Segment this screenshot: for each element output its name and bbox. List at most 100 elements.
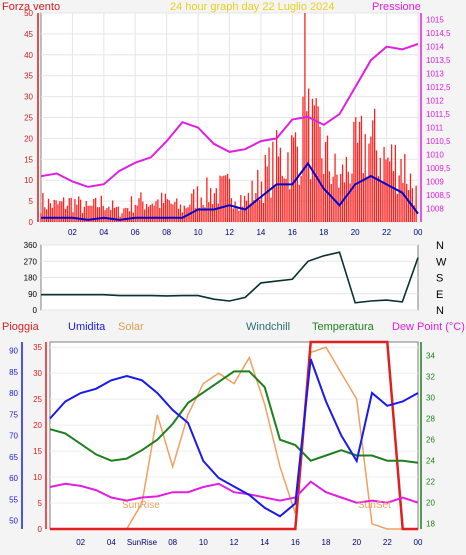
sunrise-marker-label: SunRise	[122, 500, 160, 511]
graph-title: 24 hour graph day 22 Luglio 2024	[170, 1, 335, 13]
legend-humidity: Umidita	[68, 321, 106, 333]
top-hour-label: 12	[225, 228, 234, 237]
humidity-tick-label: 85	[9, 368, 18, 377]
pressure-title: Pressione	[372, 1, 421, 13]
pressure-line	[40, 43, 419, 188]
rain-tick-label: 35	[33, 343, 42, 352]
pressure-tick-label: 1011	[426, 124, 444, 133]
legend-dewpoint: Dew Point (°C)	[392, 321, 465, 333]
weather-axes: 0 5 10 15 20 25 30 35 50 55 60 65 70 75 80 85 90 18 20 22 24…	[9, 342, 435, 534]
pressure-tick-label: 1009	[426, 178, 444, 187]
legend-rain: Pioggia	[2, 321, 40, 333]
top-hour-label: 10	[194, 228, 203, 237]
wind-tick-label: 20	[24, 134, 33, 143]
pressure-tick-label: 1009,5	[426, 164, 451, 173]
pressure-tick-label: 1008,5	[426, 191, 451, 200]
weather-hour-label: 16	[291, 538, 300, 547]
top-hour-label: 06	[131, 228, 140, 237]
top-hour-label: 20	[351, 228, 360, 237]
weather-hour-label: 12	[230, 538, 239, 547]
pressure-axis: 1008 1008,5 1009 1009,5 1010 1010,5 1011 1011,5…	[420, 13, 451, 222]
weather-hour-label: 00	[414, 538, 423, 547]
temperature-tick-label: 30	[426, 394, 435, 403]
rain-tick-label: 15	[33, 447, 42, 456]
dewpoint-line	[49, 480, 419, 504]
legend-solar: Solar	[118, 321, 144, 333]
wind-tick-label: 15	[24, 155, 33, 164]
sunset-marker-label: SunSet	[358, 500, 391, 511]
top-x-axis: 02 04 06 08 10 12 14 16 18 20 22 00	[68, 228, 423, 237]
direction-axis: 0 90 180 270 360	[24, 241, 38, 315]
temperature-tick-label: 22	[426, 478, 435, 487]
wind-tick-label: 35	[24, 72, 33, 81]
weather-hour-label: 18	[322, 538, 331, 547]
pressure-tick-label: 1008	[426, 205, 444, 214]
pressure-tick-label: 1013	[426, 70, 444, 79]
top-hour-label: 18	[319, 228, 328, 237]
humidity-tick-label: 70	[9, 432, 18, 441]
wind-tick-label: 25	[24, 114, 33, 123]
wind-tick-label: 30	[24, 93, 33, 102]
wind-tick-label: 10	[24, 176, 33, 185]
top-hour-label: 14	[256, 228, 265, 237]
weather-hour-label: 10	[199, 538, 208, 547]
direction-tick-label: 0	[33, 306, 38, 315]
pressure-tick-label: 1015	[426, 16, 444, 25]
temperature-tick-label: 26	[426, 436, 435, 445]
top-hour-label: 08	[162, 228, 171, 237]
temperature-tick-label: 34	[426, 352, 435, 361]
humidity-tick-label: 90	[9, 347, 18, 356]
wind-speed-axis: 0 5 10 15 20 25 30 35 40 45 50	[24, 9, 39, 227]
rain-tick-label: 0	[38, 525, 43, 534]
weather-hour-label: 20	[352, 538, 361, 547]
temperature-tick-label: 24	[426, 457, 435, 466]
rain-tick-label: 10	[33, 473, 42, 482]
weather-hour-label: 04	[107, 538, 116, 547]
rain-line	[50, 340, 418, 531]
wind-tick-label: 45	[24, 30, 33, 39]
top-hour-label: 16	[288, 228, 297, 237]
wind-tick-label: 50	[24, 9, 33, 18]
wind-tick-label: 40	[24, 51, 33, 60]
weather-hour-label: 14	[260, 538, 269, 547]
humidity-tick-label: 80	[9, 389, 18, 398]
wind-tick-label: 0	[29, 218, 34, 227]
rain-tick-label: 25	[33, 395, 42, 404]
pressure-tick-label: 1014	[426, 43, 444, 52]
humidity-tick-label: 50	[9, 517, 18, 526]
compass-label: E	[436, 289, 443, 301]
compass-label: S	[436, 273, 443, 285]
pressure-tick-label: 1010,5	[426, 137, 451, 146]
top-hour-label: 22	[382, 228, 391, 237]
humidity-tick-label: 75	[9, 410, 18, 419]
pressure-tick-label: 1012,5	[426, 83, 451, 92]
weather-hour-label: 02	[76, 538, 85, 547]
humidity-line	[49, 358, 419, 518]
temperature-tick-label: 20	[426, 499, 435, 508]
rain-tick-label: 30	[33, 369, 42, 378]
compass-label: N	[436, 240, 444, 252]
pressure-tick-label: 1012	[426, 97, 444, 106]
temperature-tick-label: 28	[426, 415, 435, 424]
pressure-tick-label: 1010	[426, 151, 444, 160]
direction-tick-label: 180	[24, 274, 38, 283]
humidity-tick-label: 60	[9, 474, 18, 483]
legend-temperature: Temperatura	[312, 321, 375, 333]
temperature-tick-label: 18	[426, 520, 435, 529]
weather-hour-label: 22	[383, 538, 392, 547]
compass-label: N	[436, 305, 444, 317]
wind-title: Forza vento	[2, 1, 60, 13]
direction-grid	[41, 244, 418, 311]
compass-label: W	[436, 256, 447, 268]
temperature-line	[49, 370, 419, 464]
pressure-tick-label: 1011,5	[426, 110, 450, 119]
rain-tick-label: 20	[33, 421, 42, 430]
wind-gust-bars	[40, 13, 417, 222]
direction-tick-label: 360	[24, 241, 38, 250]
wind-tick-label: 5	[29, 197, 34, 206]
temperature-tick-label: 32	[426, 373, 435, 382]
wind-average-line	[41, 161, 419, 221]
pressure-tick-label: 1014,5	[426, 29, 451, 38]
